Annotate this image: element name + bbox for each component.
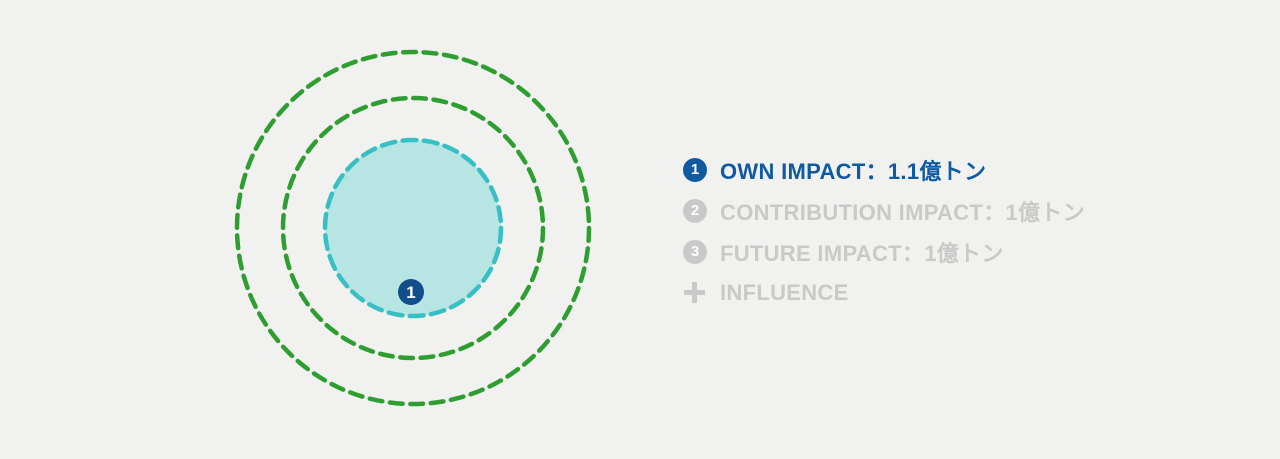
contribution-impact-ring: [280, 95, 546, 361]
legend-item-influence: INFLUENCE: [683, 272, 1085, 313]
circled-1-icon: 1: [683, 157, 707, 182]
legend-item-label: INFLUENCE: [720, 279, 849, 305]
circled-2-icon: 2: [683, 198, 707, 223]
own-impact-circle: [322, 137, 504, 319]
legend-item-label: OWN IMPACT：1.1億トン: [720, 158, 987, 184]
legend-item-future-impact: 3 FUTURE IMPACT：1億トン: [683, 231, 1085, 272]
circled-3-icon: 3: [683, 239, 707, 264]
legend-item-own-impact: 1 OWN IMPACT：1.1億トン: [683, 149, 1085, 190]
own-impact-marker: 1: [398, 279, 424, 305]
legend-item-contribution-impact: 2 CONTRIBUTION IMPACT：1億トン: [683, 190, 1085, 231]
legend-item-label: CONTRIBUTION IMPACT：1億トン: [720, 199, 1085, 225]
future-impact-ring: [234, 49, 592, 407]
plus-icon: [683, 281, 707, 305]
legend-item-label: FUTURE IMPACT：1億トン: [720, 240, 1004, 266]
legend: 1 OWN IMPACT：1.1億トン 2 CONTRIBUTION IMPAC…: [683, 149, 1085, 313]
concentric-rings: [234, 49, 592, 407]
